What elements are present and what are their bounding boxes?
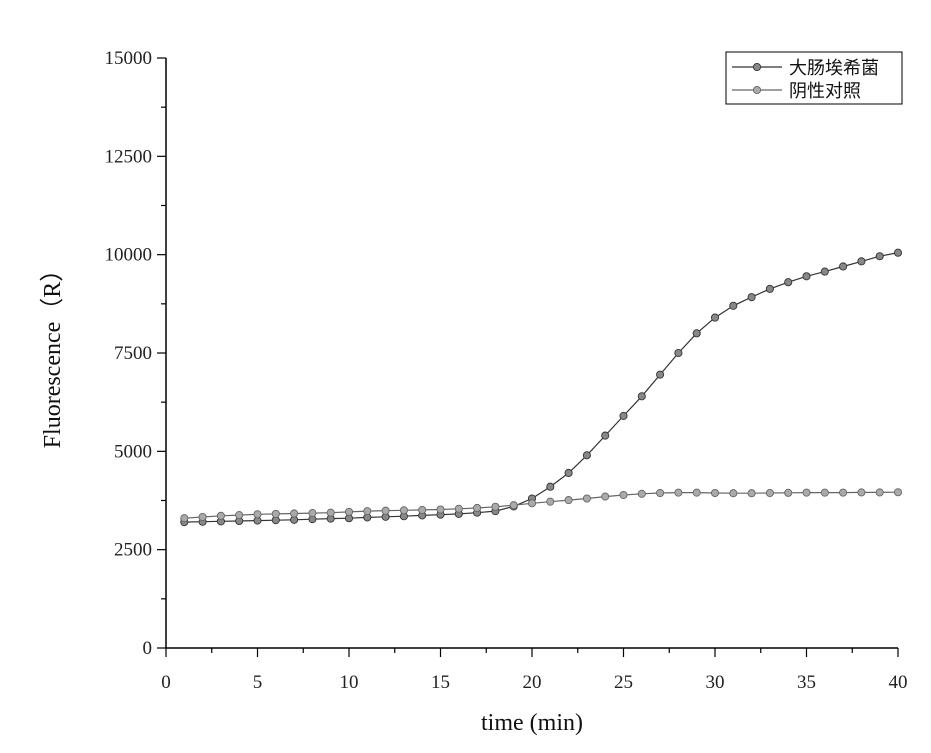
x-tick-label: 5: [253, 672, 263, 693]
data-point: [620, 491, 627, 498]
data-point: [181, 515, 188, 522]
data-point: [766, 285, 773, 292]
data-point: [693, 330, 700, 337]
x-tick-label: 25: [614, 672, 633, 693]
data-point: [693, 489, 700, 496]
data-point: [382, 507, 389, 514]
x-tick-label: 35: [797, 672, 816, 693]
x-tick-label: 30: [706, 672, 725, 693]
data-point: [254, 511, 261, 518]
y-tick-label: 10000: [105, 245, 153, 266]
y-tick-label: 15000: [105, 48, 153, 69]
x-tick-label: 10: [340, 672, 359, 693]
data-point: [675, 349, 682, 356]
data-point: [602, 432, 609, 439]
data-point: [547, 498, 554, 505]
x-tick-label: 0: [161, 672, 171, 693]
data-point: [492, 503, 499, 510]
data-point: [711, 314, 718, 321]
data-point: [858, 489, 865, 496]
data-point: [876, 489, 883, 496]
data-point: [894, 249, 901, 256]
data-point: [638, 393, 645, 400]
data-point: [821, 268, 828, 275]
data-point: [657, 371, 664, 378]
data-point: [730, 490, 737, 497]
legend: 大肠埃希菌 阴性对照: [726, 52, 902, 104]
legend-marker-2: [753, 86, 760, 93]
data-point: [583, 495, 590, 502]
data-point: [748, 490, 755, 497]
data-point: [345, 508, 352, 515]
data-point: [217, 512, 224, 519]
data-point: [455, 505, 462, 512]
data-point: [291, 510, 298, 517]
x-tick-label: 40: [889, 672, 908, 693]
data-point: [565, 469, 572, 476]
data-point: [894, 489, 901, 496]
y-axis-title: Fluorescence（R）: [40, 258, 66, 449]
data-point: [785, 489, 792, 496]
data-point: [272, 510, 279, 517]
series-line-1: [184, 253, 898, 522]
data-point: [840, 489, 847, 496]
data-point: [602, 493, 609, 500]
data-point: [309, 509, 316, 516]
data-point: [821, 489, 828, 496]
data-point: [766, 489, 773, 496]
data-point: [840, 263, 847, 270]
y-tick-label: 12500: [105, 146, 153, 167]
legend-label-2: 阴性对照: [789, 81, 861, 102]
data-point: [675, 489, 682, 496]
data-point: [327, 509, 334, 516]
data-point: [876, 253, 883, 260]
data-point: [437, 506, 444, 513]
data-point: [419, 506, 426, 513]
series-layer: [181, 249, 902, 526]
data-point: [620, 412, 627, 419]
data-point: [583, 452, 590, 459]
data-point: [528, 500, 535, 507]
data-point: [565, 497, 572, 504]
data-point: [858, 258, 865, 265]
data-point: [748, 294, 755, 301]
y-tick-label: 0: [143, 638, 153, 659]
data-point: [803, 489, 810, 496]
data-point: [803, 273, 810, 280]
x-tick-label: 20: [523, 672, 542, 693]
data-point: [547, 483, 554, 490]
legend-label-1: 大肠埃希菌: [789, 58, 879, 79]
data-point: [199, 513, 206, 520]
data-point: [474, 504, 481, 511]
y-ticks: 0 2500 5000 7500 10000 12500 15000: [105, 48, 167, 659]
data-point: [638, 490, 645, 497]
data-point: [711, 489, 718, 496]
data-point: [657, 489, 664, 496]
y-tick-label: 2500: [114, 540, 152, 561]
x-axis-title: time (min): [481, 710, 583, 736]
data-point: [400, 507, 407, 514]
data-point: [730, 302, 737, 309]
legend-marker-1: [753, 63, 760, 70]
data-point: [510, 502, 517, 509]
x-tick-label: 15: [431, 672, 450, 693]
y-tick-label: 5000: [114, 441, 152, 462]
x-ticks: 0 5 10 15 20 25 30 35 40: [161, 648, 907, 693]
data-point: [364, 508, 371, 515]
data-point: [785, 279, 792, 286]
y-tick-label: 7500: [114, 343, 152, 364]
plot-frame: [166, 58, 898, 648]
data-point: [236, 511, 243, 518]
